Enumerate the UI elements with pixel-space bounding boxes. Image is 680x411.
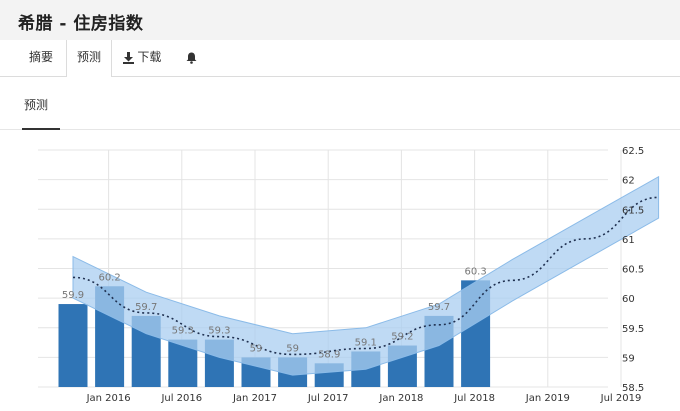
tab-download-label: 下载 (137, 50, 162, 64)
bar-labels: 59.9 60.2 59.7 59.3 59.3 59 59 58.9 59.1 59.2 59.7… (62, 266, 487, 360)
x-axis: Jan 2016 Jul 2016 Jan 2017 Jul 2017 Jan 2018… (86, 393, 642, 404)
forecast-trend (72, 196, 659, 356)
y-tick-label: 60.5 (622, 265, 644, 276)
bar-data-label: 58.9 (318, 349, 340, 360)
tab-forecast[interactable]: 预测 (66, 40, 112, 77)
bar-data-label: 59 (250, 343, 263, 354)
tab-bar: 摘要 预测 下载 (0, 40, 680, 77)
y-axis: 58.5 59 59.5 60 60.5 61 61.5 62 62.5 (622, 146, 644, 394)
y-tick-label: 58.5 (622, 383, 644, 394)
x-tick-label: Jan 2017 (232, 393, 277, 404)
bar-data-label: 59.3 (208, 326, 230, 337)
download-icon (122, 50, 138, 64)
bar-data-label: 59.1 (355, 337, 377, 348)
x-tick-label: Jul 2017 (307, 393, 349, 404)
bar-data-label: 59.7 (428, 302, 450, 313)
y-tick-label: 60 (622, 294, 635, 305)
page-title: 希腊 - 住房指数 (18, 14, 144, 34)
y-tick-label: 59.5 (622, 324, 644, 335)
x-tick-label: Jan 2016 (86, 393, 131, 404)
title-bar: 希腊 - 住房指数 (0, 0, 680, 41)
bar-data-label: 59 (286, 343, 299, 354)
x-tick-label: Jan 2019 (525, 393, 570, 404)
tab-forecast-label: 预测 (76, 50, 101, 64)
bar (58, 304, 88, 387)
y-tick-label: 62.5 (622, 146, 644, 157)
tab-summary[interactable]: 摘要 (18, 40, 64, 75)
bar-data-label: 59.7 (135, 302, 157, 313)
subtab-forecast[interactable]: 预测 (24, 98, 49, 112)
y-tick-label: 59 (622, 353, 635, 364)
bell-icon (186, 50, 197, 64)
bar-data-label: 60.3 (464, 266, 486, 277)
x-tick-label: Jan 2018 (378, 393, 423, 404)
subtab-active-indicator (22, 128, 60, 130)
tab-download[interactable]: 下载 (114, 40, 170, 75)
housing-index-chart: 59.9 60.2 59.7 59.3 59.3 59 59 58.9 59.1 59.2 59.7… (38, 146, 660, 404)
tab-alert[interactable] (176, 40, 206, 75)
forecast-band-area (72, 175, 660, 376)
tab-summary-label: 摘要 (28, 50, 53, 64)
y-tick-label: 62 (622, 176, 635, 187)
x-tick-label: Jul 2019 (600, 393, 642, 404)
x-tick-label: Jul 2016 (160, 393, 202, 404)
bar-data-label: 59.3 (172, 326, 194, 337)
bar-data-label: 59.9 (62, 290, 84, 301)
subtab-divider (0, 129, 680, 130)
forecast-band (72, 175, 660, 376)
forecast-trend-line (72, 196, 659, 356)
bar-data-label: 59.2 (391, 332, 413, 343)
y-tick-label: 61 (622, 235, 635, 246)
y-tick-label: 61.5 (622, 205, 644, 216)
x-tick-label: Jul 2018 (453, 393, 495, 404)
bar-data-label: 60.2 (98, 272, 120, 283)
